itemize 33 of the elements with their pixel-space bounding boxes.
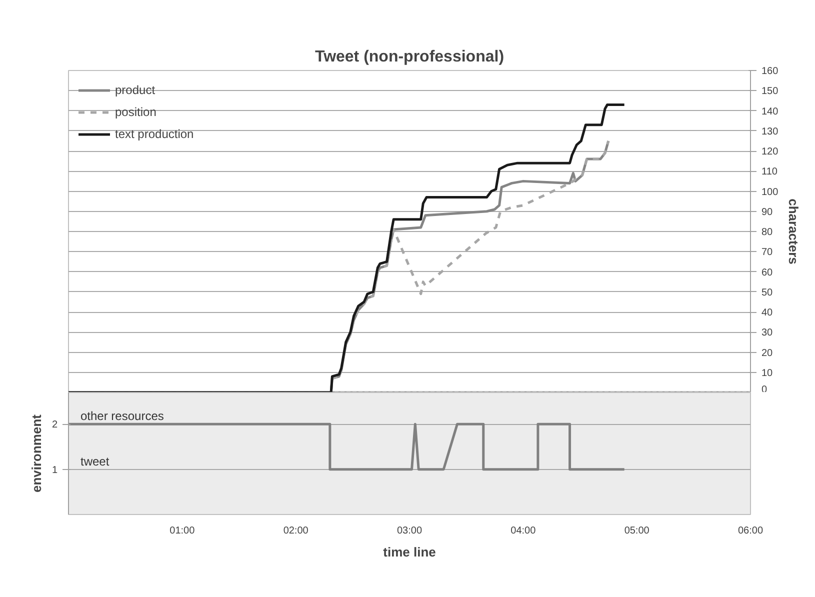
y-tick-label: 120 (762, 146, 779, 158)
legend-label: text production (115, 127, 194, 141)
annotation: other resources (80, 409, 164, 424)
y-tick-label: 150 (762, 86, 779, 98)
y-axis-title: environment (28, 414, 44, 493)
y-tick-label: 100 (762, 186, 779, 198)
y-axis-title: characters (786, 198, 802, 264)
y-tick-label: 140 (762, 106, 779, 118)
y-tick-label: 20 (762, 348, 774, 359)
x-tick-label: 05:00 (624, 526, 650, 536)
y-tick-label: 40 (762, 308, 774, 318)
x-axis-title: time line (383, 544, 436, 560)
x-tick-label: 01:00 (170, 526, 196, 536)
y-tick-label: 30 (762, 328, 774, 339)
y-tick-label: 60 (762, 267, 774, 278)
y-tick-label: 90 (762, 206, 774, 218)
y-tick-label: 2 (52, 420, 58, 431)
y-tick-label: 130 (762, 126, 779, 138)
y-tick-label: 110 (762, 166, 778, 178)
x-tick-label: 02:00 (283, 526, 309, 536)
annotation: tweet (80, 454, 110, 468)
y-tick-label: 160 (762, 66, 779, 77)
x-tick-label: 06:00 (738, 526, 764, 536)
y-tick-label: 70 (762, 247, 774, 258)
legend-label: position (115, 105, 156, 119)
x-tick-label: 03:00 (396, 526, 422, 536)
y-tick-label: 1 (52, 464, 58, 476)
chart-title: Tweet (non-professional) (314, 48, 504, 66)
legend-label: product (115, 83, 156, 97)
x-tick-label: 04:00 (510, 526, 536, 536)
y-tick-label: 50 (762, 287, 774, 298)
y-tick-label: 10 (762, 368, 774, 379)
y-tick-label: 80 (762, 227, 774, 238)
